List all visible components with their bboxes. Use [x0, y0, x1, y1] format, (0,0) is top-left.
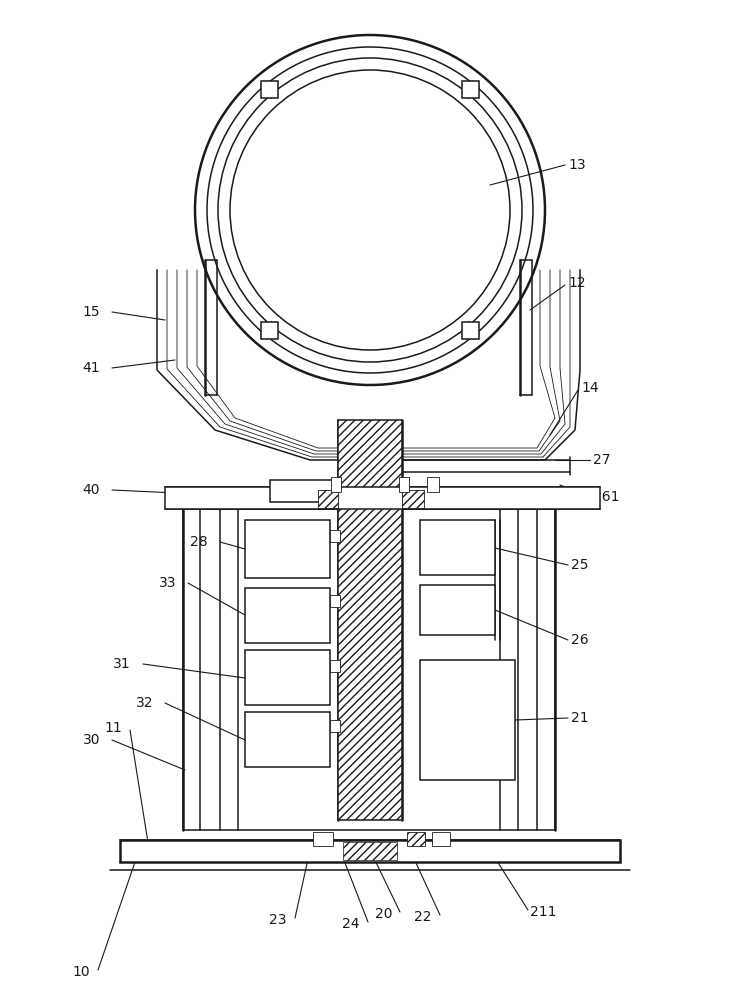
Text: 32: 32: [136, 696, 153, 710]
Bar: [120, 840, 620, 862]
Text: 211: 211: [530, 905, 556, 919]
Bar: [318, 490, 338, 508]
Text: 261: 261: [593, 490, 620, 504]
Bar: [331, 477, 341, 492]
Text: 25: 25: [571, 558, 589, 572]
Bar: [261, 81, 278, 98]
Text: 20: 20: [375, 907, 393, 921]
Bar: [330, 660, 340, 672]
Bar: [330, 720, 340, 732]
Bar: [402, 490, 424, 508]
Bar: [420, 520, 495, 575]
Bar: [420, 660, 515, 780]
Text: 31: 31: [113, 657, 131, 671]
Text: 27: 27: [593, 453, 610, 467]
Text: 33: 33: [158, 576, 176, 590]
Bar: [338, 420, 402, 820]
Bar: [245, 520, 330, 578]
Bar: [245, 588, 330, 643]
Text: 40: 40: [83, 483, 100, 497]
Bar: [343, 842, 397, 860]
Text: 22: 22: [414, 910, 432, 924]
Text: 10: 10: [72, 965, 90, 979]
Bar: [462, 81, 479, 98]
Bar: [407, 832, 425, 846]
Text: 12: 12: [568, 276, 586, 290]
Text: 41: 41: [83, 361, 100, 375]
Bar: [270, 480, 335, 502]
Bar: [427, 477, 439, 492]
Text: 42: 42: [200, 493, 218, 507]
Bar: [432, 832, 450, 846]
Bar: [261, 322, 278, 339]
Bar: [245, 650, 330, 705]
Bar: [245, 712, 330, 767]
Text: 26: 26: [571, 633, 589, 647]
Text: 11: 11: [104, 721, 122, 735]
Bar: [420, 585, 495, 635]
Text: 21: 21: [571, 711, 589, 725]
Bar: [313, 832, 333, 846]
Bar: [399, 477, 409, 492]
Text: 28: 28: [190, 535, 208, 549]
Text: 30: 30: [83, 733, 100, 747]
Bar: [330, 595, 340, 607]
Text: 23: 23: [270, 913, 287, 927]
Bar: [165, 487, 600, 509]
Text: 14: 14: [581, 381, 598, 395]
Bar: [330, 530, 340, 542]
Bar: [462, 322, 479, 339]
Text: 24: 24: [343, 917, 360, 931]
Text: 13: 13: [568, 158, 586, 172]
Text: 15: 15: [83, 305, 100, 319]
